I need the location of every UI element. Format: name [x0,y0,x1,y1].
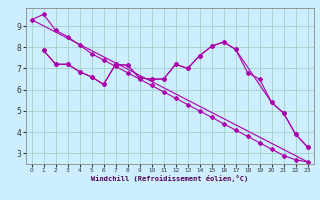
X-axis label: Windchill (Refroidissement éolien,°C): Windchill (Refroidissement éolien,°C) [91,175,248,182]
